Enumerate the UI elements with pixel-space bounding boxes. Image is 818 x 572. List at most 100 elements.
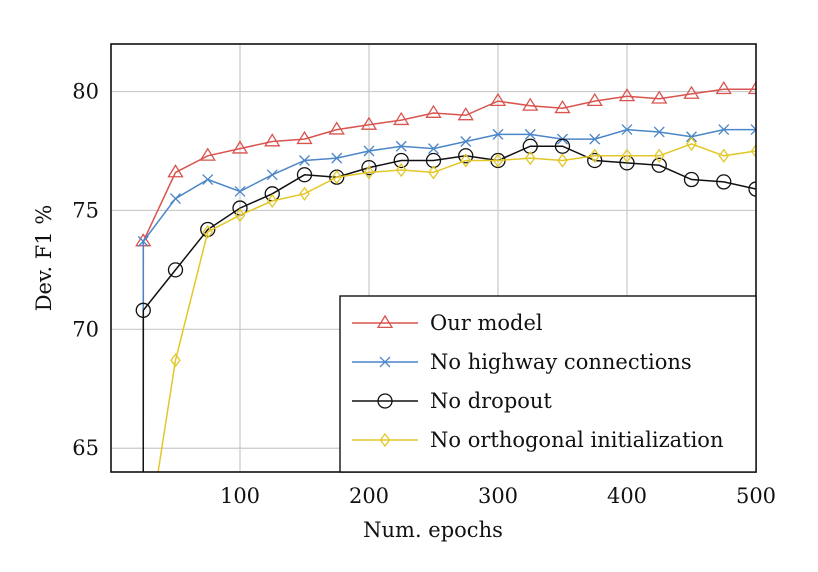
data-point-our-model — [618, 88, 636, 102]
data-point-no-orthogonal-initialization — [395, 162, 407, 178]
data-point-our-model — [522, 97, 539, 111]
data-point-no-dropout — [587, 152, 603, 169]
data-point-no-orthogonal-initialization — [492, 153, 504, 168]
data-point-no-highway-connections — [653, 126, 665, 138]
legend-label: No highway connections — [430, 350, 692, 374]
data-point-no-orthogonal-initialization — [170, 353, 181, 368]
data-point-no-orthogonal-initialization — [202, 224, 214, 239]
data-point-our-model — [586, 92, 603, 107]
data-point-our-model — [393, 111, 410, 126]
data-point-no-dropout — [458, 148, 474, 164]
data-point-no-orthogonal-initialization — [428, 165, 439, 180]
y-tick-label: 70 — [72, 317, 99, 341]
legend-item-no-highway-connections: No highway connections — [352, 350, 692, 374]
data-point-no-orthogonal-initialization — [750, 143, 756, 159]
x-tick-label: 300 — [478, 484, 518, 508]
data-point-no-highway-connections — [395, 140, 407, 152]
y-tick-label: 80 — [72, 80, 99, 104]
y-axis-label: Dev. F1 % — [32, 205, 56, 312]
data-point-no-dropout — [425, 152, 442, 169]
series-no-highway-connections — [137, 124, 756, 472]
x-tick-label: 500 — [736, 484, 776, 508]
legend-marker-no-dropout — [377, 393, 393, 409]
data-point-no-dropout — [200, 221, 216, 238]
data-point-no-highway-connections — [686, 131, 697, 143]
data-point-no-highway-connections — [266, 169, 278, 181]
tick-labels: 100 200 300 400 500 65 70 75 80 — [72, 80, 776, 508]
data-point-no-highway-connections — [137, 235, 149, 247]
data-point-no-highway-connections — [589, 133, 601, 145]
data-point-our-model — [489, 92, 507, 107]
data-point-our-model — [715, 80, 732, 95]
legend-marker-no-orthogonal-initialization — [379, 432, 391, 448]
data-point-no-dropout — [716, 174, 732, 190]
data-point-no-orthogonal-initialization — [589, 148, 601, 163]
data-point-no-orthogonal-initialization — [686, 136, 697, 151]
data-point-no-dropout — [522, 138, 538, 154]
data-point-our-model — [328, 121, 345, 135]
data-point-no-dropout — [554, 138, 571, 154]
data-point-our-model — [554, 99, 571, 114]
data-point-no-orthogonal-initialization — [460, 153, 472, 168]
series-no-orthogonal-initialization — [143, 136, 756, 472]
series-lines — [135, 80, 756, 472]
data-point-no-orthogonal-initialization — [331, 170, 343, 185]
x-axis-label: Num. epochs — [363, 518, 503, 542]
data-point-no-highway-connections — [428, 143, 439, 155]
data-point-our-model — [457, 107, 474, 121]
data-point-no-orthogonal-initialization — [266, 193, 278, 209]
data-point-no-orthogonal-initialization — [621, 148, 633, 163]
data-point-no-highway-connections — [718, 124, 730, 136]
data-point-no-dropout — [651, 157, 667, 173]
series-our-model — [135, 80, 756, 472]
legend-label: No dropout — [430, 389, 552, 413]
data-point-no-highway-connections — [460, 136, 472, 147]
data-point-no-highway-connections — [170, 193, 181, 205]
data-point-no-dropout — [167, 262, 184, 278]
series-line-our-model — [142, 88, 756, 472]
legend-item-no-orthogonal-initialization: No orthogonal initialization — [352, 428, 723, 452]
legend-label: Our model — [430, 311, 543, 335]
legend-marker-no-highway-connections — [379, 356, 391, 368]
series-line-no-dropout — [142, 145, 756, 472]
data-point-no-dropout — [748, 181, 756, 197]
data-point-no-orthogonal-initialization — [299, 186, 310, 201]
data-point-no-orthogonal-initialization — [718, 148, 730, 163]
data-point-no-highway-connections — [492, 128, 504, 140]
data-point-our-model — [425, 104, 442, 118]
series-line-no-orthogonal-initialization — [143, 143, 756, 472]
x-tick-label: 400 — [607, 484, 647, 508]
data-point-our-model — [167, 164, 184, 178]
data-point-no-orthogonal-initialization — [363, 165, 375, 180]
data-point-no-dropout — [361, 159, 377, 176]
data-point-no-dropout — [683, 171, 700, 188]
data-point-our-model — [296, 130, 313, 145]
data-point-no-highway-connections — [621, 124, 633, 136]
data-point-no-highway-connections — [524, 128, 536, 140]
data-point-our-model — [360, 116, 378, 130]
data-point-no-dropout — [296, 167, 313, 183]
data-point-no-dropout — [135, 302, 151, 318]
legend-item-our-model: Our model — [352, 311, 543, 335]
data-point-our-model — [264, 133, 281, 147]
data-point-no-orthogonal-initialization — [524, 151, 536, 166]
data-point-our-model — [231, 140, 249, 154]
legend-label: No orthogonal initialization — [430, 428, 723, 452]
data-point-no-highway-connections — [363, 145, 375, 157]
legend-item-no-dropout: No dropout — [352, 389, 552, 413]
y-tick-label: 75 — [72, 198, 99, 222]
x-tick-label: 200 — [349, 484, 389, 508]
data-point-our-model — [683, 85, 700, 99]
data-point-no-orthogonal-initialization — [234, 208, 246, 223]
data-point-no-highway-connections — [299, 155, 310, 166]
data-point-no-highway-connections — [331, 152, 343, 164]
data-point-no-orthogonal-initialization — [653, 148, 665, 163]
data-point-our-model — [651, 90, 668, 104]
data-point-our-model — [199, 147, 216, 161]
data-point-no-highway-connections — [234, 185, 246, 197]
legend-box — [339, 295, 757, 473]
data-point-no-dropout — [393, 152, 409, 169]
data-point-our-model — [747, 80, 756, 95]
x-tick-label: 100 — [220, 484, 260, 508]
